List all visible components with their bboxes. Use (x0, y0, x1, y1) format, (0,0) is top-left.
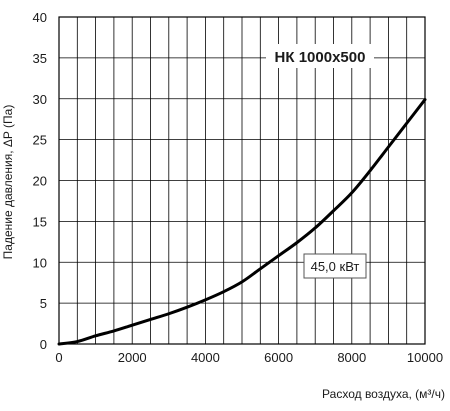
chart-title: НК 1000х500 (275, 49, 366, 66)
x-axis-ticks: 0 2000 4000 6000 8000 10000 (55, 350, 443, 365)
y-tick-label: 15 (33, 214, 47, 229)
y-tick-label: 40 (33, 10, 47, 25)
x-tick-label: 8000 (337, 350, 366, 365)
power-annotation: 45,0 кВт (311, 259, 360, 274)
y-tick-label: 10 (33, 255, 47, 270)
y-tick-label: 5 (40, 296, 47, 311)
y-axis-ticks: 0 5 10 15 20 25 30 35 40 (33, 10, 47, 352)
chart-title-box: НК 1000х500 (266, 44, 374, 68)
x-tick-label: 2000 (118, 350, 147, 365)
y-axis-label: Падение давления, ΔP (Па) (1, 105, 15, 260)
x-axis-label: Расход воздуха, (м³/ч) (322, 387, 445, 401)
x-tick-label: 6000 (264, 350, 293, 365)
x-tick-label: 0 (55, 350, 62, 365)
y-tick-label: 25 (33, 133, 47, 148)
y-tick-label: 30 (33, 92, 47, 107)
y-tick-label: 0 (40, 337, 47, 352)
x-tick-label: 10000 (407, 350, 443, 365)
y-tick-label: 35 (33, 51, 47, 66)
series-line (57, 98, 427, 346)
plot-frame (58, 16, 426, 345)
x-tick-label: 4000 (191, 350, 220, 365)
power-annotation-box: 45,0 кВт (303, 253, 367, 279)
y-tick-label: 20 (33, 174, 47, 189)
